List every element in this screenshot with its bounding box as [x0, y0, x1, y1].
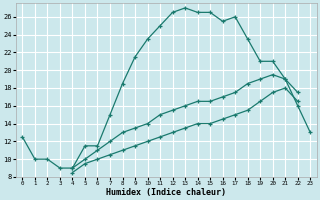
X-axis label: Humidex (Indice chaleur): Humidex (Indice chaleur): [106, 188, 226, 197]
